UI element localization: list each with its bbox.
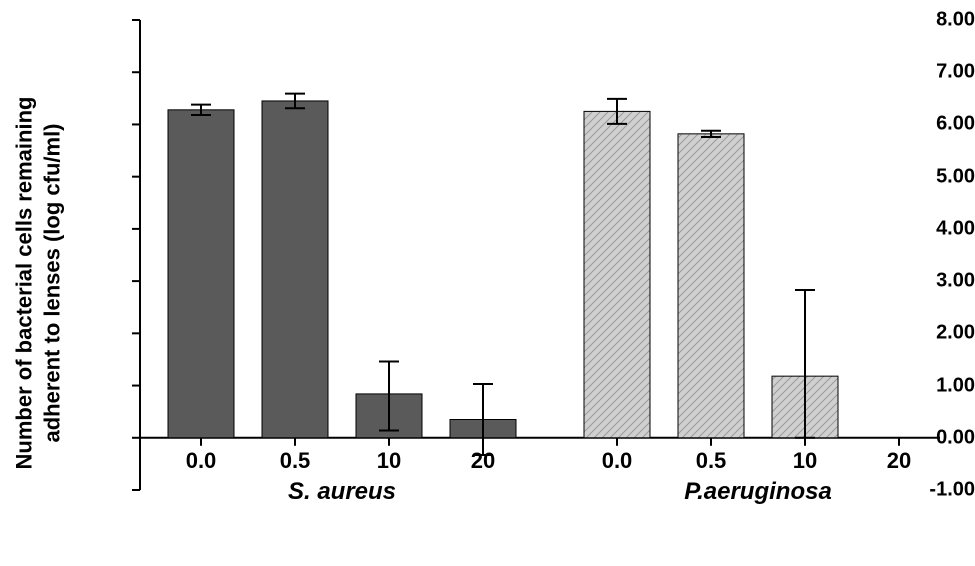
bar bbox=[168, 110, 234, 438]
x-tick-label: 10 bbox=[793, 448, 817, 474]
y-tick-label: 7.00 bbox=[849, 61, 975, 84]
y-tick-label: 4.00 bbox=[849, 217, 975, 240]
y-tick-label: 5.00 bbox=[849, 165, 975, 188]
x-tick-label: 0.5 bbox=[696, 448, 727, 474]
y-tick-label: 6.00 bbox=[849, 113, 975, 136]
y-tick-label: -1.00 bbox=[849, 479, 975, 502]
x-tick-label: 0.5 bbox=[280, 448, 311, 474]
bar bbox=[262, 101, 328, 438]
bar bbox=[678, 134, 744, 438]
y-tick-label: 1.00 bbox=[849, 374, 975, 397]
y-axis-label-line2: adherent to lenses (log cfu/ml) bbox=[39, 123, 64, 442]
y-tick-label: 2.00 bbox=[849, 322, 975, 345]
x-tick-label: 20 bbox=[887, 448, 911, 474]
x-tick-label: 10 bbox=[377, 448, 401, 474]
x-tick-label: 0.0 bbox=[186, 448, 217, 474]
y-tick-label: 8.00 bbox=[849, 9, 975, 32]
chart-container: Number of bacterial cells remaining adhe… bbox=[0, 0, 975, 566]
y-tick-label: 3.00 bbox=[849, 270, 975, 293]
x-tick-label: 20 bbox=[471, 448, 495, 474]
y-axis-label-line1: Number of bacterial cells remaining bbox=[11, 97, 36, 470]
x-tick-label: 0.0 bbox=[602, 448, 633, 474]
y-tick-label: 0.00 bbox=[849, 426, 975, 449]
y-axis-label: Number of bacterial cells remaining adhe… bbox=[10, 97, 65, 470]
x-group-label: P.aeruginosa bbox=[684, 478, 832, 506]
bar bbox=[584, 111, 650, 437]
x-group-label: S. aureus bbox=[288, 478, 396, 506]
